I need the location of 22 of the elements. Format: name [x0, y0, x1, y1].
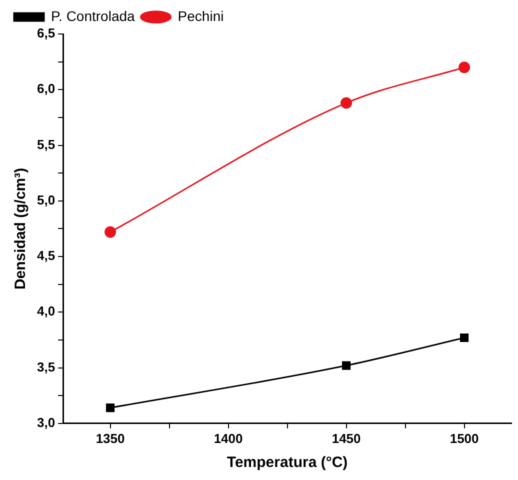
y-tick-label: 6,5 [36, 26, 56, 41]
y-tick-label: 5,0 [36, 192, 56, 208]
y-tick-label: 3,5 [36, 359, 56, 374]
point [342, 361, 351, 370]
legend-label: Pechini [178, 8, 224, 24]
y-tick-label: 6,0 [36, 81, 56, 96]
point [340, 97, 352, 109]
y-tick-label: 3,0 [36, 414, 56, 430]
legend-label: P. Controlada [51, 8, 136, 24]
point [460, 333, 469, 342]
x-tick-label: 1450 [332, 430, 361, 446]
x-tick-label: 1500 [450, 430, 479, 446]
point [458, 62, 470, 74]
x-tick-label: 1400 [214, 430, 243, 446]
x-axis-title: Temperatura (°C) [226, 454, 348, 472]
y-axis-title: Densidad (g/cm³) [12, 168, 30, 290]
y-tick-label: 4,0 [36, 304, 56, 319]
point [104, 226, 116, 238]
x-tick-label: 1350 [96, 430, 125, 446]
point [106, 404, 115, 412]
y-tick-label: 4,5 [36, 248, 56, 264]
y-tick-label: 5,5 [36, 136, 56, 152]
